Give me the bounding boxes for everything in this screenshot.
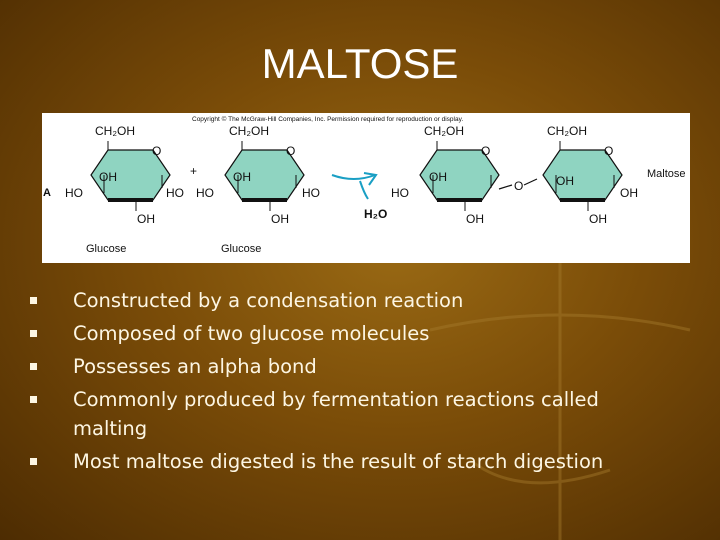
- reactant-label: Glucose: [86, 243, 126, 255]
- atom-label: OH: [466, 212, 484, 226]
- panel-label: A: [43, 187, 51, 199]
- arrow-head: [363, 172, 378, 186]
- atom-label: O: [152, 144, 161, 158]
- bullet-item: Most maltose digested is the result of s…: [30, 447, 670, 476]
- bullet-list: Constructed by a condensation reaction Co…: [30, 286, 670, 480]
- atom-label: HO: [65, 186, 83, 200]
- atom-label: OH: [620, 186, 638, 200]
- bullet-item: Composed of two glucose molecules: [30, 319, 670, 348]
- atom-label: CH₂OH: [95, 124, 135, 138]
- atom-label: OH: [271, 212, 289, 226]
- reaction-arrow: [331, 174, 376, 180]
- plus-sign: +: [190, 164, 197, 178]
- atom-label: OH: [233, 170, 251, 184]
- atom-label: HO: [166, 186, 184, 200]
- slide-title: MALTOSE: [261, 40, 459, 87]
- atom-label: O: [604, 144, 613, 158]
- maltose-figure: Copyright © The McGraw-Hill Companies, I…: [42, 113, 690, 263]
- reactant-label: Glucose: [221, 243, 261, 255]
- atom-label: OH: [99, 170, 117, 184]
- atom-label: OH: [137, 212, 155, 226]
- atom-label: HO: [391, 186, 409, 200]
- atom-label: CH₂OH: [229, 124, 269, 138]
- atom-label: OH: [556, 174, 574, 188]
- bullet-item: Possesses an alpha bond: [30, 352, 670, 381]
- atom-label: CH₂OH: [547, 124, 587, 138]
- atom-label: HO: [196, 186, 214, 200]
- atom-label: O: [286, 144, 295, 158]
- glycosidic-bond: [498, 178, 538, 190]
- atom-label: CH₂OH: [424, 124, 464, 138]
- water-arrow: [359, 180, 369, 200]
- atom-label: HO: [302, 186, 320, 200]
- water: H₂O: [364, 207, 387, 221]
- bullet-item: Commonly produced by fermentation reacti…: [30, 385, 670, 443]
- bullet-item: Constructed by a condensation reaction: [30, 286, 670, 315]
- copyright: Copyright © The McGraw-Hill Companies, I…: [192, 115, 463, 123]
- bridge-oxygen: O: [514, 179, 523, 193]
- product-label: Maltose: [647, 168, 686, 180]
- atom-label: OH: [589, 212, 607, 226]
- atom-label: OH: [429, 170, 447, 184]
- atom-label: O: [481, 144, 490, 158]
